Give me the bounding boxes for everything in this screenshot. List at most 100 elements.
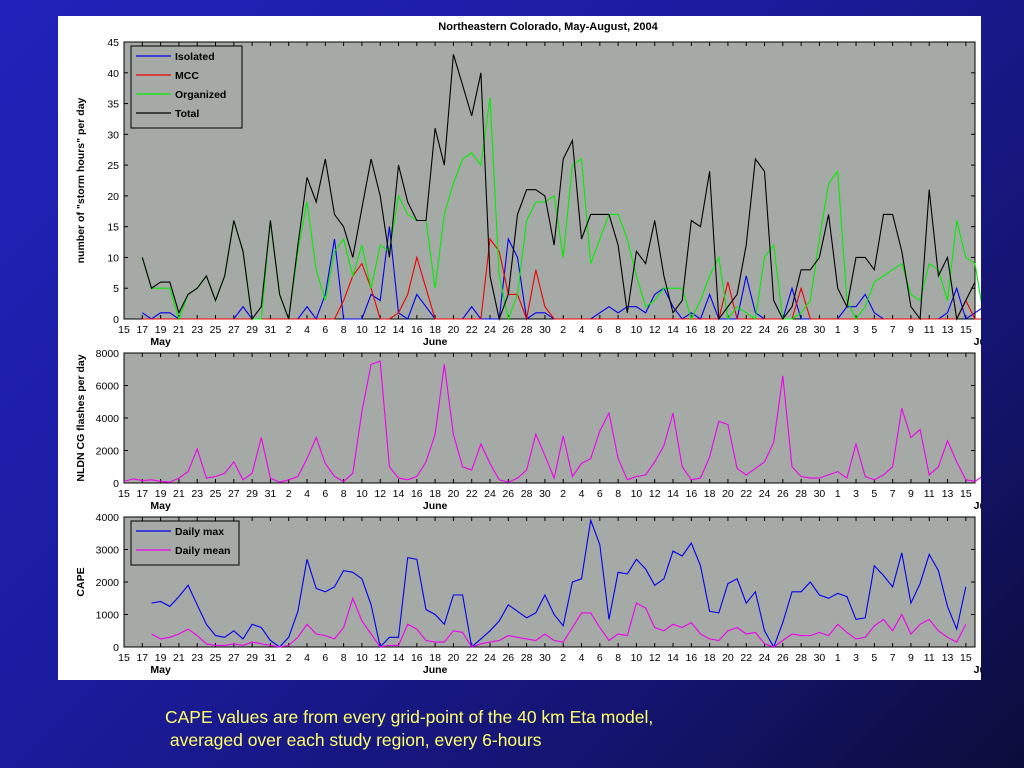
x-tick-label: 8 — [615, 324, 621, 336]
x-tick-label: 21 — [173, 324, 185, 336]
x-tick-label: 8 — [341, 652, 347, 664]
month-label: June — [423, 336, 448, 348]
x-tick-label: 9 — [908, 488, 914, 500]
x-tick-label: 30 — [814, 488, 826, 500]
caption-line-2: averaged over each study region, every 6… — [165, 730, 542, 750]
x-tick-label: 26 — [777, 488, 789, 500]
y-tick-label: 4000 — [96, 512, 120, 524]
x-tick-label: 7 — [890, 488, 896, 500]
x-tick-label: 6 — [597, 652, 603, 664]
y-axis-label: number of "storm hours" per day — [75, 97, 87, 263]
y-tick-label: 4000 — [96, 413, 120, 425]
y-tick-label: 3000 — [96, 545, 120, 557]
x-tick-label: 21 — [173, 488, 185, 500]
x-tick-label: 27 — [228, 324, 240, 336]
x-tick-label: 29 — [246, 488, 258, 500]
y-axis-label: NLDN CG flashes per day — [75, 354, 87, 481]
x-tick-label: 14 — [667, 488, 679, 500]
x-tick-label: 11 — [924, 652, 935, 664]
x-tick-label: 28 — [795, 652, 807, 664]
y-tick-label: 45 — [107, 37, 119, 49]
y-tick-label: 0 — [113, 314, 119, 326]
x-tick-label: 29 — [246, 324, 258, 336]
x-tick-label: 15 — [960, 324, 972, 336]
x-tick-label: 8 — [341, 488, 347, 500]
x-tick-label: 18 — [429, 488, 441, 500]
x-tick-label: 8 — [341, 324, 347, 336]
y-tick-label: 0 — [113, 642, 119, 654]
plot-area — [123, 41, 976, 320]
x-tick-label: 24 — [759, 488, 771, 500]
legend-box — [130, 520, 240, 566]
month-label: July — [974, 336, 981, 348]
x-tick-label: 17 — [136, 652, 148, 664]
x-tick-label: 22 — [466, 324, 478, 336]
x-tick-label: 21 — [173, 652, 185, 664]
y-tick-label: 2000 — [96, 577, 120, 589]
x-tick-label: 24 — [759, 652, 771, 664]
x-tick-label: 15 — [118, 488, 130, 500]
x-tick-label: 20 — [722, 488, 734, 500]
x-tick-label: 26 — [777, 652, 789, 664]
x-tick-label: 1 — [835, 488, 841, 500]
x-tick-label: 28 — [521, 488, 533, 500]
x-tick-label: 6 — [597, 488, 603, 500]
x-tick-label: 24 — [484, 488, 496, 500]
x-tick-label: 24 — [759, 324, 771, 336]
x-tick-label: 16 — [685, 488, 697, 500]
y-tick-label: 20 — [107, 191, 119, 203]
x-tick-label: 16 — [411, 652, 423, 664]
x-tick-label: 25 — [210, 324, 222, 336]
x-tick-label: 7 — [890, 652, 896, 664]
x-tick-label: 19 — [155, 324, 167, 336]
legend-entry: Isolated — [175, 51, 215, 63]
x-tick-label: 31 — [265, 488, 277, 500]
x-tick-label: 2 — [286, 488, 292, 500]
x-tick-label: 10 — [631, 652, 643, 664]
caption: CAPE values are from every grid-point of… — [165, 706, 925, 752]
x-tick-label: 12 — [649, 324, 661, 336]
series-line — [141, 54, 976, 321]
x-tick-label: 6 — [597, 324, 603, 336]
x-tick-label: 22 — [466, 652, 478, 664]
x-tick-label: 31 — [265, 324, 277, 336]
y-tick-label: 30 — [107, 129, 119, 141]
x-tick-label: 4 — [304, 488, 310, 500]
legend-entry: MCC — [175, 70, 199, 82]
y-tick-label: 10 — [107, 252, 119, 264]
x-tick-label: 19 — [155, 652, 167, 664]
x-tick-label: 12 — [374, 488, 386, 500]
y-axis-label: CAPE — [75, 567, 87, 596]
x-tick-label: 24 — [484, 324, 496, 336]
x-tick-label: 5 — [871, 488, 877, 500]
x-tick-label: 4 — [579, 488, 585, 500]
x-tick-label: 14 — [393, 488, 405, 500]
x-tick-label: 16 — [411, 488, 423, 500]
legend-entry: Daily max — [175, 526, 224, 538]
x-tick-label: 14 — [393, 652, 405, 664]
series-line — [142, 237, 981, 322]
x-tick-label: 3 — [853, 488, 859, 500]
month-label: June — [423, 500, 448, 512]
x-tick-label: 25 — [210, 652, 222, 664]
x-tick-label: 6 — [322, 324, 328, 336]
series-line — [151, 518, 967, 649]
plot-area — [123, 352, 976, 484]
month-label: May — [150, 664, 171, 676]
y-tick-label: 0 — [113, 478, 119, 490]
x-tick-label: 3 — [853, 324, 859, 336]
x-tick-label: 30 — [539, 652, 551, 664]
x-tick-label: 6 — [322, 652, 328, 664]
legend-entry: Daily mean — [175, 545, 230, 557]
month-label: July — [974, 664, 981, 676]
x-tick-label: 20 — [448, 324, 460, 336]
figure-title: Northeastern Colorado, May-August, 2004 — [438, 21, 658, 33]
x-tick-label: 14 — [393, 324, 405, 336]
y-tick-label: 40 — [107, 68, 119, 80]
x-tick-label: 15 — [118, 652, 130, 664]
x-tick-label: 28 — [521, 324, 533, 336]
x-tick-label: 26 — [502, 488, 514, 500]
legend-box — [130, 45, 243, 129]
x-tick-label: 18 — [429, 652, 441, 664]
x-tick-label: 22 — [740, 488, 752, 500]
